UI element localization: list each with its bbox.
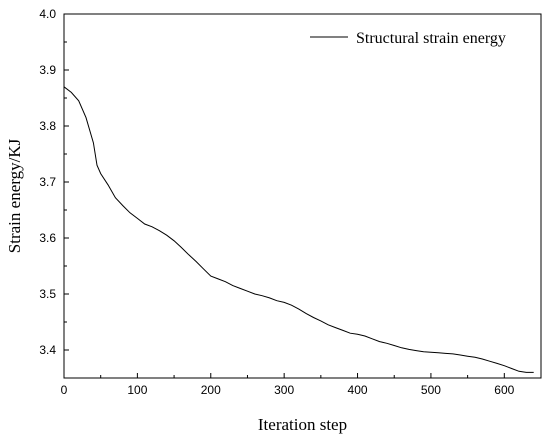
- y-tick-label: 4.0: [39, 7, 56, 21]
- y-tick-label: 3.4: [39, 343, 56, 357]
- y-tick-label: 3.5: [39, 287, 56, 301]
- y-tick-label: 3.9: [39, 63, 56, 77]
- plot-frame-border: [63, 13, 542, 379]
- series-group: [63, 86, 534, 373]
- x-axis-ticks: 0 100 200 300 400 500 600: [61, 373, 515, 397]
- y-tick-label: 3.7: [39, 175, 56, 189]
- x-tick-label: 200: [201, 383, 221, 397]
- y-tick-label: 3.8: [39, 119, 56, 133]
- y-axis-ticks: 3.4 3.5 3.6 3.7 3.8 3.9 4.0: [39, 7, 69, 379]
- series-line-0: [63, 86, 534, 373]
- y-axis-title: Strain energy/KJ: [5, 138, 24, 253]
- x-tick-label: 600: [494, 383, 514, 397]
- x-tick-label: 500: [421, 383, 441, 397]
- x-tick-label: 0: [61, 383, 68, 397]
- x-tick-label: 400: [348, 383, 368, 397]
- x-axis-title: Iteration step: [258, 415, 347, 434]
- y-tick-label: 3.6: [39, 231, 56, 245]
- x-tick-label: 100: [127, 383, 147, 397]
- legend: Structural strain energy: [310, 30, 506, 47]
- x-tick-label: 300: [274, 383, 294, 397]
- plot-frame: [63, 13, 542, 379]
- legend-label: Structural strain energy: [356, 30, 506, 47]
